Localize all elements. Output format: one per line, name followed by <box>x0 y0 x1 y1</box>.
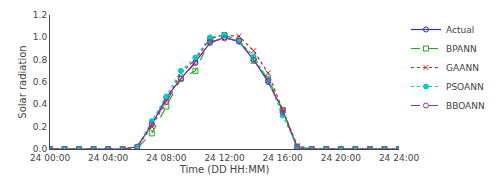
svg-text:24 00:00: 24 00:00 <box>30 153 71 163</box>
svg-text:Solar radiation: Solar radiation <box>17 45 28 118</box>
svg-text:24 16:00: 24 16:00 <box>263 153 304 163</box>
svg-text:BBOANN: BBOANN <box>446 101 485 111</box>
svg-text:24 24:00: 24 24:00 <box>379 153 420 163</box>
svg-text:0.0: 0.0 <box>33 144 48 154</box>
svg-text:1.2: 1.2 <box>33 10 47 20</box>
svg-text:Time (DD HH:MM): Time (DD HH:MM) <box>179 164 270 175</box>
svg-text:24 12:00: 24 12:00 <box>204 153 245 163</box>
svg-text:24 04:00: 24 04:00 <box>88 153 129 163</box>
svg-text:24 20:00: 24 20:00 <box>321 153 362 163</box>
svg-text:BPANN: BPANN <box>446 44 477 54</box>
svg-text:1.0: 1.0 <box>33 32 48 42</box>
svg-text:0.2: 0.2 <box>33 122 47 132</box>
svg-text:0.8: 0.8 <box>33 55 48 65</box>
svg-text:0.4: 0.4 <box>33 99 48 109</box>
svg-text:PSOANN: PSOANN <box>446 82 484 92</box>
svg-text:24 08:00: 24 08:00 <box>146 153 187 163</box>
svg-text:GAANN: GAANN <box>446 63 479 73</box>
svg-text:0.6: 0.6 <box>33 77 48 87</box>
svg-text:Actual: Actual <box>446 25 474 35</box>
